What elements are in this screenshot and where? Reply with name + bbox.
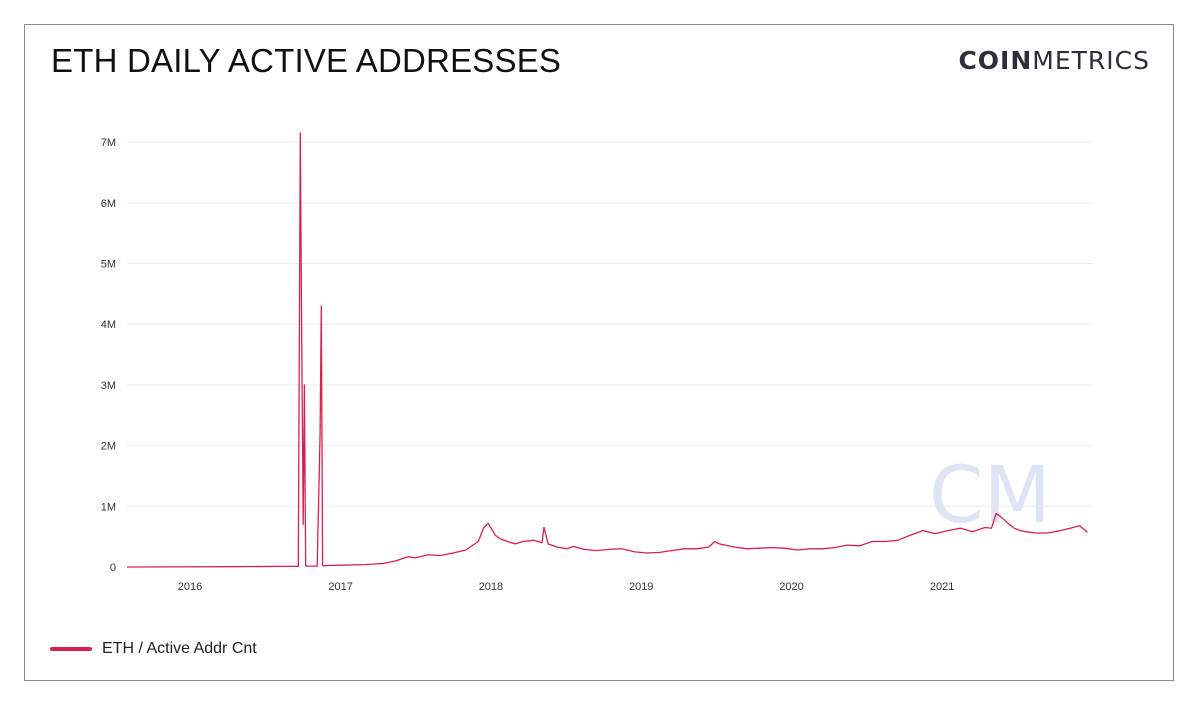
legend: ETH / Active Addr Cnt	[50, 640, 257, 658]
legend-swatch	[50, 647, 92, 651]
x-tick-label: 2018	[479, 581, 503, 593]
y-tick-label: 3M	[101, 380, 116, 392]
x-tick-label: 2021	[930, 581, 954, 593]
y-tick-label: 1M	[101, 501, 116, 513]
x-tick-label: 2017	[328, 581, 352, 593]
y-tick-label: 5M	[101, 259, 116, 271]
x-tick-label: 2020	[779, 581, 803, 593]
legend-label: ETH / Active Addr Cnt	[102, 640, 257, 657]
y-tick-label: 4M	[101, 319, 116, 331]
brand-logo-strong: COIN	[958, 46, 1033, 75]
page-title: ETH DAILY ACTIVE ADDRESSES	[51, 42, 562, 79]
watermark-logo: CM	[929, 451, 1051, 541]
brand-logo: COINMETRICS	[958, 46, 1150, 75]
x-tick-label: 2019	[629, 581, 653, 593]
x-axis-ticks: 2016 2017 2018 2019 2020 2021	[178, 581, 955, 593]
chart-frame	[24, 24, 1174, 681]
y-tick-label: 7M	[101, 137, 116, 149]
y-tick-label: 0	[110, 562, 116, 574]
chart-series	[126, 132, 1088, 568]
chart-gridlines	[127, 141, 1092, 507]
watermark-text: CM	[929, 451, 1051, 541]
y-axis-ticks: 0 1M 2M 3M 4M 5M 6M 7M	[101, 137, 116, 574]
y-tick-label: 2M	[101, 441, 116, 453]
brand-logo-light: METRICS	[1032, 46, 1150, 75]
y-tick-label: 6M	[101, 198, 116, 210]
x-tick-label: 2016	[178, 581, 202, 593]
series-line	[126, 132, 1088, 568]
